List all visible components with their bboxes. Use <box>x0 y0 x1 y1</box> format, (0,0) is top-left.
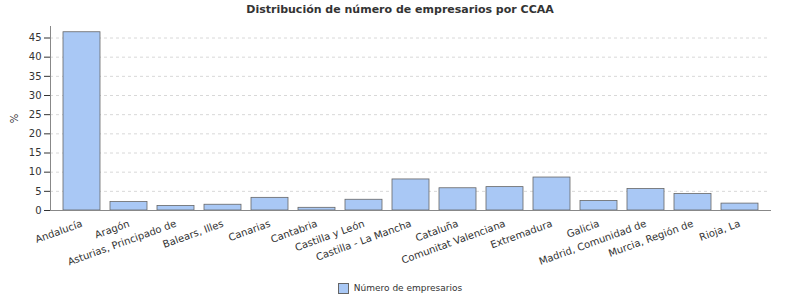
svg-text:Aragón: Aragón <box>93 217 131 241</box>
svg-text:Canarias: Canarias <box>227 218 272 243</box>
svg-text:10: 10 <box>29 166 42 177</box>
svg-text:Rioja, La: Rioja, La <box>698 218 742 243</box>
svg-text:Galicia: Galicia <box>565 217 601 240</box>
svg-text:Comunitat Valenciana: Comunitat Valenciana <box>399 217 507 266</box>
svg-text:25: 25 <box>29 109 42 120</box>
svg-text:Balears, Illes: Balears, Illes <box>161 218 225 250</box>
svg-text:Extremadura: Extremadura <box>489 218 554 251</box>
svg-text:Castilla y León: Castilla y León <box>293 217 366 254</box>
svg-text:Andalucía: Andalucía <box>34 218 84 245</box>
svg-text:5: 5 <box>35 186 41 197</box>
svg-text:Cataluña: Cataluña <box>414 217 460 244</box>
svg-text:15: 15 <box>29 147 42 158</box>
svg-text:45: 45 <box>29 32 42 43</box>
html-text:Número de empresarios: Número de empresarios <box>353 283 463 293</box>
html-text:Distribución de número de empr: Distribución de número de empresarios po… <box>246 3 554 16</box>
svg-text:Castilla - La Mancha: Castilla - La Mancha <box>314 218 412 263</box>
svg-text:20: 20 <box>29 128 42 139</box>
svg-text:30: 30 <box>29 90 42 101</box>
svg-text:%: % <box>9 114 20 124</box>
svg-text:35: 35 <box>29 71 42 82</box>
svg-text:Murcia, Región de: Murcia, Región de <box>607 218 695 259</box>
svg-text:Asturias, Principado de: Asturias, Principado de <box>66 218 178 268</box>
svg-text:Cantabria: Cantabria <box>269 217 319 245</box>
svg-text:40: 40 <box>29 51 42 62</box>
svg-text:0: 0 <box>35 205 41 216</box>
svg-text:Madrid, Comunidad de: Madrid, Comunidad de <box>537 217 648 267</box>
